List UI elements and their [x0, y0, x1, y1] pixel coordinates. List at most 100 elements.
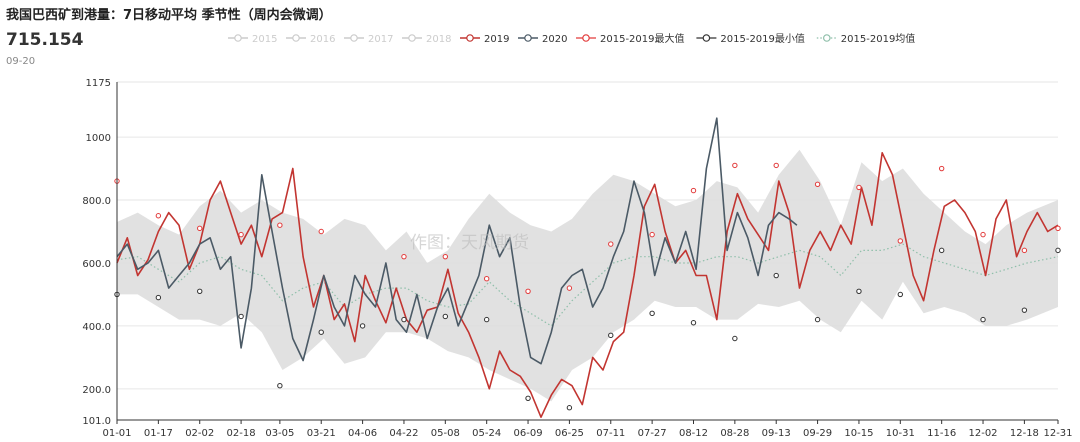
series-line-mean: [116, 243, 1059, 327]
min-point: [690, 320, 697, 326]
legend-label: 2015-2019最小值: [720, 32, 805, 45]
x-tick-label: 12-18: [1010, 428, 1039, 439]
max-point: [649, 231, 655, 238]
min-point: [938, 247, 945, 254]
x-tick-label: 01-17: [144, 428, 173, 439]
legend-label: 2020: [542, 34, 567, 45]
y-tick-label: 1000: [86, 133, 111, 144]
legend-marker: [822, 34, 831, 42]
x-tick-label: 08-28: [720, 428, 749, 439]
legend-item-2018[interactable]: 2018: [402, 34, 451, 45]
min-point: [566, 405, 573, 411]
legend-marker: [524, 34, 532, 42]
x-tick-label: 06-09: [514, 428, 543, 439]
max-point: [401, 253, 407, 260]
legend-marker: [466, 34, 474, 42]
x-tick-label: 09-13: [762, 428, 791, 439]
y-tick-label: 600.0: [82, 259, 111, 270]
max-point: [856, 184, 862, 191]
legend-marker: [408, 34, 416, 42]
extreme-markers: [114, 162, 1061, 411]
max-point: [197, 225, 203, 232]
legend-label: 2016: [310, 34, 335, 45]
legend-label: 2015-2019最大值: [600, 32, 685, 45]
min-point: [525, 395, 531, 401]
y-tick-label: 200.0: [82, 385, 111, 396]
y-tick-label: 400.0: [82, 322, 111, 333]
min-point: [980, 316, 986, 323]
last-date: 09-20: [6, 56, 36, 67]
max-point: [1021, 247, 1028, 254]
legend-label: 2019: [484, 34, 509, 45]
legend-marker: [582, 34, 590, 42]
min-point: [483, 316, 490, 323]
legend-item-2015-2019均值[interactable]: 2015-2019均值: [816, 32, 916, 45]
max-point: [525, 288, 531, 294]
legend-item-2016[interactable]: 2016: [286, 34, 335, 45]
min-point: [814, 316, 821, 323]
series-line-2019: [116, 152, 1059, 419]
max-point: [318, 228, 324, 235]
chart-title: 我国巴西矿到港量：7日移动平均 季节性（周内会微调）: [6, 8, 332, 23]
axes: 1175 1000 800.0 600.0 400.0 200.0 101.001-01 01…: [82, 78, 1072, 439]
legend[interactable]: 2015 2016 2017 2018 2019 2020 2015-2019最大值 2015…: [228, 32, 915, 45]
mean-series: [116, 243, 1059, 327]
max-point: [442, 253, 449, 260]
legend-item-2020[interactable]: 2020: [518, 34, 567, 45]
min-point: [649, 310, 655, 317]
x-tick-label: 06-25: [555, 428, 584, 439]
legend-marker: [350, 34, 358, 42]
x-tick-label: 05-24: [472, 428, 501, 439]
x-tick-label: 07-11: [596, 428, 625, 439]
max-point: [980, 231, 986, 238]
x-tick-label: 04-22: [389, 428, 418, 439]
band-area: [117, 149, 1058, 402]
x-tick-label: 04-06: [348, 428, 377, 439]
min-max-band: [117, 149, 1058, 402]
min-point: [897, 291, 904, 298]
max-point: [566, 285, 573, 291]
max-point: [732, 162, 738, 169]
x-tick-label: 11-16: [927, 428, 956, 439]
min-point: [773, 272, 779, 279]
x-tick-label: 12-02: [968, 428, 997, 439]
legend-marker: [234, 34, 242, 42]
x-tick-label: 01-01: [102, 428, 131, 439]
x-tick-label: 05-08: [431, 428, 460, 439]
min-point: [359, 323, 366, 329]
max-point: [897, 238, 904, 244]
legend-label: 2015: [252, 34, 277, 45]
min-point: [155, 294, 162, 301]
x-tick-label: 07-27: [638, 428, 667, 439]
min-point: [608, 332, 614, 339]
x-tick-label: 03-05: [265, 428, 294, 439]
min-point: [401, 316, 407, 323]
legend-marker: [292, 34, 300, 42]
min-point: [318, 329, 324, 335]
series-line-2020: [116, 117, 798, 365]
y-tick-label: 101.0: [82, 416, 111, 427]
legend-item-2015[interactable]: 2015: [228, 34, 277, 45]
legend-marker: [702, 34, 711, 42]
legend-item-2015-2019最小值[interactable]: 2015-2019最小值: [696, 32, 805, 45]
max-point: [608, 241, 614, 247]
max-point: [238, 231, 244, 238]
min-point: [1055, 247, 1061, 254]
legend-label: 2015-2019均值: [841, 32, 916, 45]
min-point: [238, 313, 244, 320]
x-tick-label: 03-21: [307, 428, 336, 439]
x-tick-label: 08-12: [679, 428, 708, 439]
legend-item-2019[interactable]: 2019: [460, 34, 509, 45]
min-point: [277, 382, 283, 389]
legend-item-2015-2019最大值[interactable]: 2015-2019最大值: [576, 32, 685, 45]
x-tick-label: 10-15: [844, 428, 873, 439]
year-series: [116, 117, 1059, 419]
legend-label: 2017: [368, 34, 393, 45]
legend-label: 2018: [426, 34, 451, 45]
x-tick-label: 02-02: [185, 428, 214, 439]
min-point: [1021, 307, 1028, 313]
y-tick-label: 1175: [86, 78, 111, 89]
max-point: [1055, 225, 1061, 232]
legend-item-2017[interactable]: 2017: [344, 34, 393, 45]
